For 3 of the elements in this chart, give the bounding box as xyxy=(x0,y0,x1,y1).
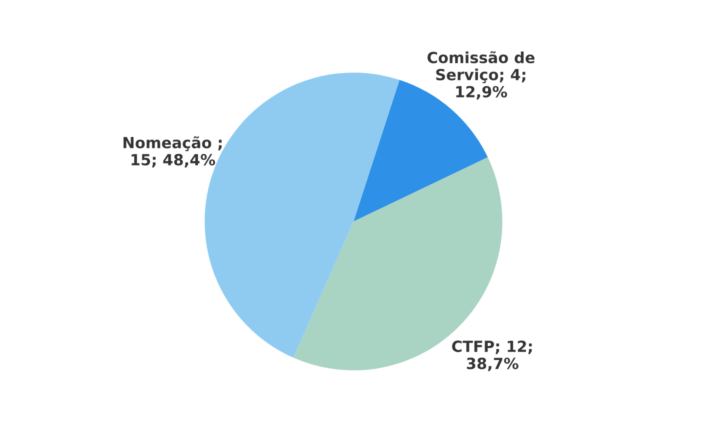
slice-label: Nomeação ; 15; 48,4% xyxy=(124,136,222,168)
slice-label: Comissão de Serviço; 4; 12,9% xyxy=(428,51,535,100)
slice-label: CTFP; 12; 38,7% xyxy=(452,340,532,372)
